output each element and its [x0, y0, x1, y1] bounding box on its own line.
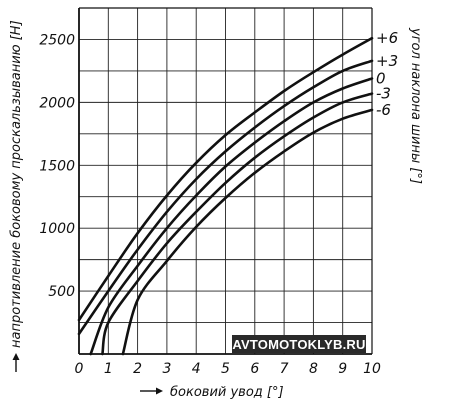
series-label: +6 — [376, 29, 398, 47]
series-line — [89, 77, 374, 356]
x-axis-arrow-head — [156, 387, 163, 395]
series-line — [77, 36, 374, 322]
x-tick-labels: 0 1 2 3 4 5 6 7 8 9 10 — [75, 361, 381, 377]
x-tick-label: 0 — [75, 361, 84, 377]
watermark-background — [232, 335, 366, 353]
y-tick-label: 1500 — [39, 158, 75, 174]
x-tick-label: 7 — [280, 361, 289, 377]
x-tick-label: 6 — [250, 361, 259, 377]
series-label: 0 — [376, 69, 386, 87]
y-tick-label: 500 — [48, 284, 75, 300]
series-label: -3 — [376, 85, 391, 103]
x-axis-title: боковий увод [°] — [140, 385, 284, 400]
series-line — [101, 92, 374, 356]
x-tick-label: 1 — [104, 361, 113, 377]
series-label: -6 — [376, 101, 391, 119]
curve-labels: +6 +30-3-6 — [376, 29, 398, 119]
y-tick-label: 2500 — [39, 32, 75, 48]
y-tick-labels: 500 1000 1500 2000 2500 — [39, 32, 75, 300]
watermark-text: AVTOMOTOKLYB.RU — [232, 337, 365, 352]
axes — [78, 7, 373, 355]
legend-title: угол наклона шины [°] — [408, 27, 423, 184]
y-axis-title: напротивление боковому проскальзыванию [… — [9, 20, 24, 372]
x-tick-label: 10 — [363, 361, 381, 377]
series-line — [121, 108, 374, 356]
x-tick-label: 8 — [309, 361, 318, 377]
y-tick-label: 1000 — [39, 221, 75, 237]
series-line — [77, 59, 374, 336]
series-label: +3 — [376, 52, 398, 70]
x-tick-label: 9 — [338, 361, 347, 377]
x-tick-label: 2 — [133, 361, 142, 377]
x-axis-label: боковий увод [°] — [170, 385, 284, 400]
y-axis-arrow-head — [12, 353, 20, 360]
watermark: AVTOMOTOKLYB.RU — [232, 335, 366, 353]
x-tick-label: 4 — [192, 361, 201, 377]
x-tick-label: 3 — [162, 361, 171, 377]
series — [77, 36, 374, 356]
y-axis-label: напротивление боковому проскальзыванию [… — [9, 20, 24, 348]
y-tick-label: 2000 — [39, 95, 75, 111]
x-tick-label: 5 — [221, 361, 230, 377]
